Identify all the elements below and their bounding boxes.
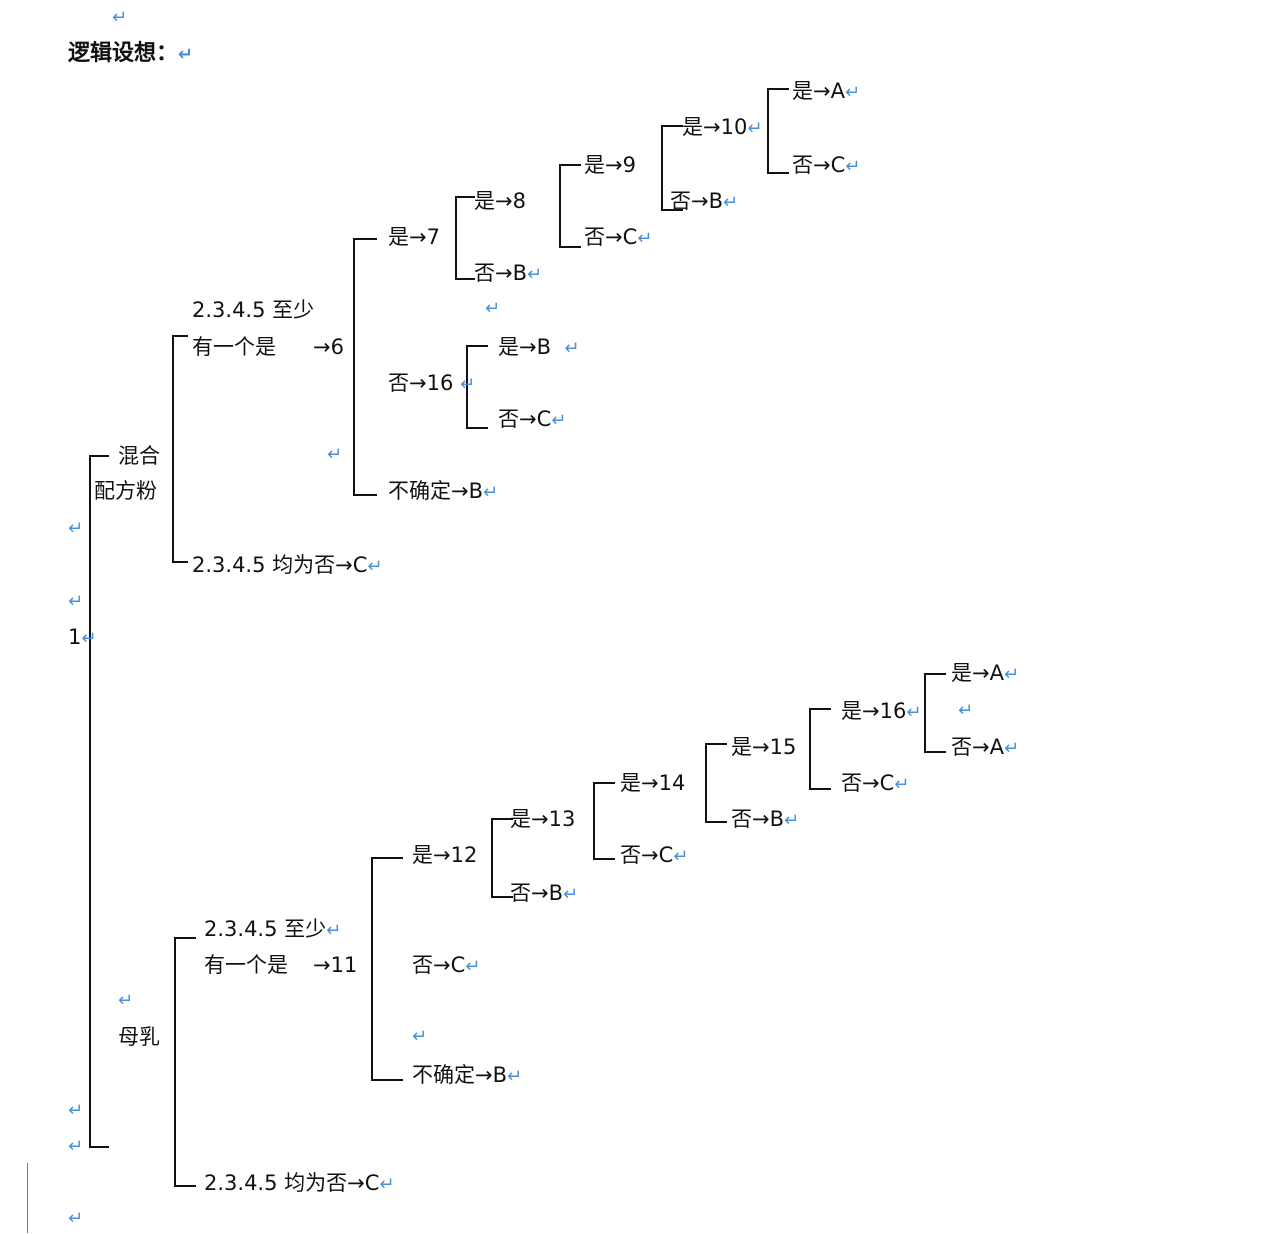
bracket-node-14: [705, 743, 727, 823]
node-14-yes: 是→15: [731, 735, 797, 759]
node-11-yes: 是→12: [412, 843, 478, 867]
paragraph-mark: ↵: [958, 700, 974, 721]
bracket-root: [89, 455, 109, 1148]
node-16-mixed-yes: 是→B ↵: [498, 335, 580, 359]
bracket-node-12: [491, 818, 513, 898]
node-8-no: 否→C↵: [584, 225, 653, 249]
node-7-no: 否→B↵: [474, 261, 543, 285]
node-8-yes: 是→9: [584, 153, 636, 177]
mixed-question-line1: 2.3.4.5 至少: [192, 298, 315, 322]
mixed-all-no: 2.3.4.5 均为否→C↵: [192, 553, 383, 577]
paragraph-mark: ↵: [68, 1136, 84, 1157]
paragraph-mark: ↵: [412, 1026, 428, 1047]
bracket-node-6: [353, 238, 377, 496]
node-16-mixed-no: 否→C↵: [498, 407, 567, 431]
node-6-unsure: 不确定→B↵: [388, 479, 499, 503]
branch-breast-label: 母乳: [118, 1025, 160, 1049]
node-9-yes: 是→10↵: [682, 115, 763, 139]
paragraph-mark: ↵: [68, 1100, 84, 1121]
bracket-breast: [174, 937, 196, 1187]
node-11-unsure: 不确定→B↵: [412, 1063, 523, 1087]
paragraph-mark: ↵: [485, 298, 501, 319]
root-node: 1↵: [68, 625, 97, 649]
node-13-no: 否→C↵: [620, 843, 689, 867]
node-11-no: 否→C↵: [412, 953, 481, 977]
bracket-node-11: [371, 857, 403, 1081]
node-16-breast-no: 否→A↵: [951, 735, 1020, 759]
paragraph-mark: ↵: [327, 444, 343, 465]
node-13-yes: 是→14: [620, 771, 686, 795]
bracket-node-7: [455, 196, 475, 280]
node-9-no: 否→B↵: [670, 189, 739, 213]
node-12-yes: 是→13: [510, 807, 576, 831]
node-16-breast-yes: 是→A↵: [951, 661, 1020, 685]
bracket-node-16-mixed: [466, 345, 488, 429]
mixed-question-arrow: →6: [313, 335, 344, 359]
bracket-node-9: [661, 125, 683, 211]
breast-question-line2: 有一个是: [204, 953, 288, 977]
bracket-node-15: [809, 708, 831, 790]
breast-question-arrow: →11: [313, 953, 358, 977]
breast-question-line1: 2.3.4.5 至少↵: [204, 917, 342, 941]
text-cursor: [27, 1163, 28, 1233]
node-6-yes: 是→7: [388, 225, 440, 249]
node-14-no: 否→B↵: [731, 807, 800, 831]
branch-mixed-label-top: 混合: [118, 444, 160, 468]
diagram-title: 逻辑设想：↵: [68, 41, 194, 66]
paragraph-mark: ↵: [118, 990, 134, 1011]
paragraph-mark: ↵: [68, 591, 84, 612]
bracket-mixed: [172, 335, 188, 563]
breast-all-no: 2.3.4.5 均为否→C↵: [204, 1171, 395, 1195]
paragraph-mark: ↵: [112, 7, 128, 28]
node-12-no: 否→B↵: [510, 881, 579, 905]
bracket-node-8: [559, 164, 581, 248]
node-10-yes: 是→A↵: [792, 79, 861, 103]
node-15-no: 否→C↵: [841, 771, 910, 795]
node-6-no: 否→16 ↵: [388, 371, 476, 395]
node-7-yes: 是→8: [474, 189, 526, 213]
node-15-yes: 是→16↵: [841, 699, 922, 723]
bracket-node-10: [767, 88, 789, 174]
mixed-question-line2: 有一个是: [192, 335, 276, 359]
node-10-no: 否→C↵: [792, 153, 861, 177]
paragraph-mark: ↵: [68, 1208, 84, 1229]
bracket-node-13: [593, 782, 615, 860]
bracket-node-16-breast: [924, 673, 946, 753]
branch-mixed-label-bottom: 配方粉: [94, 479, 157, 503]
paragraph-mark: ↵: [68, 518, 84, 539]
